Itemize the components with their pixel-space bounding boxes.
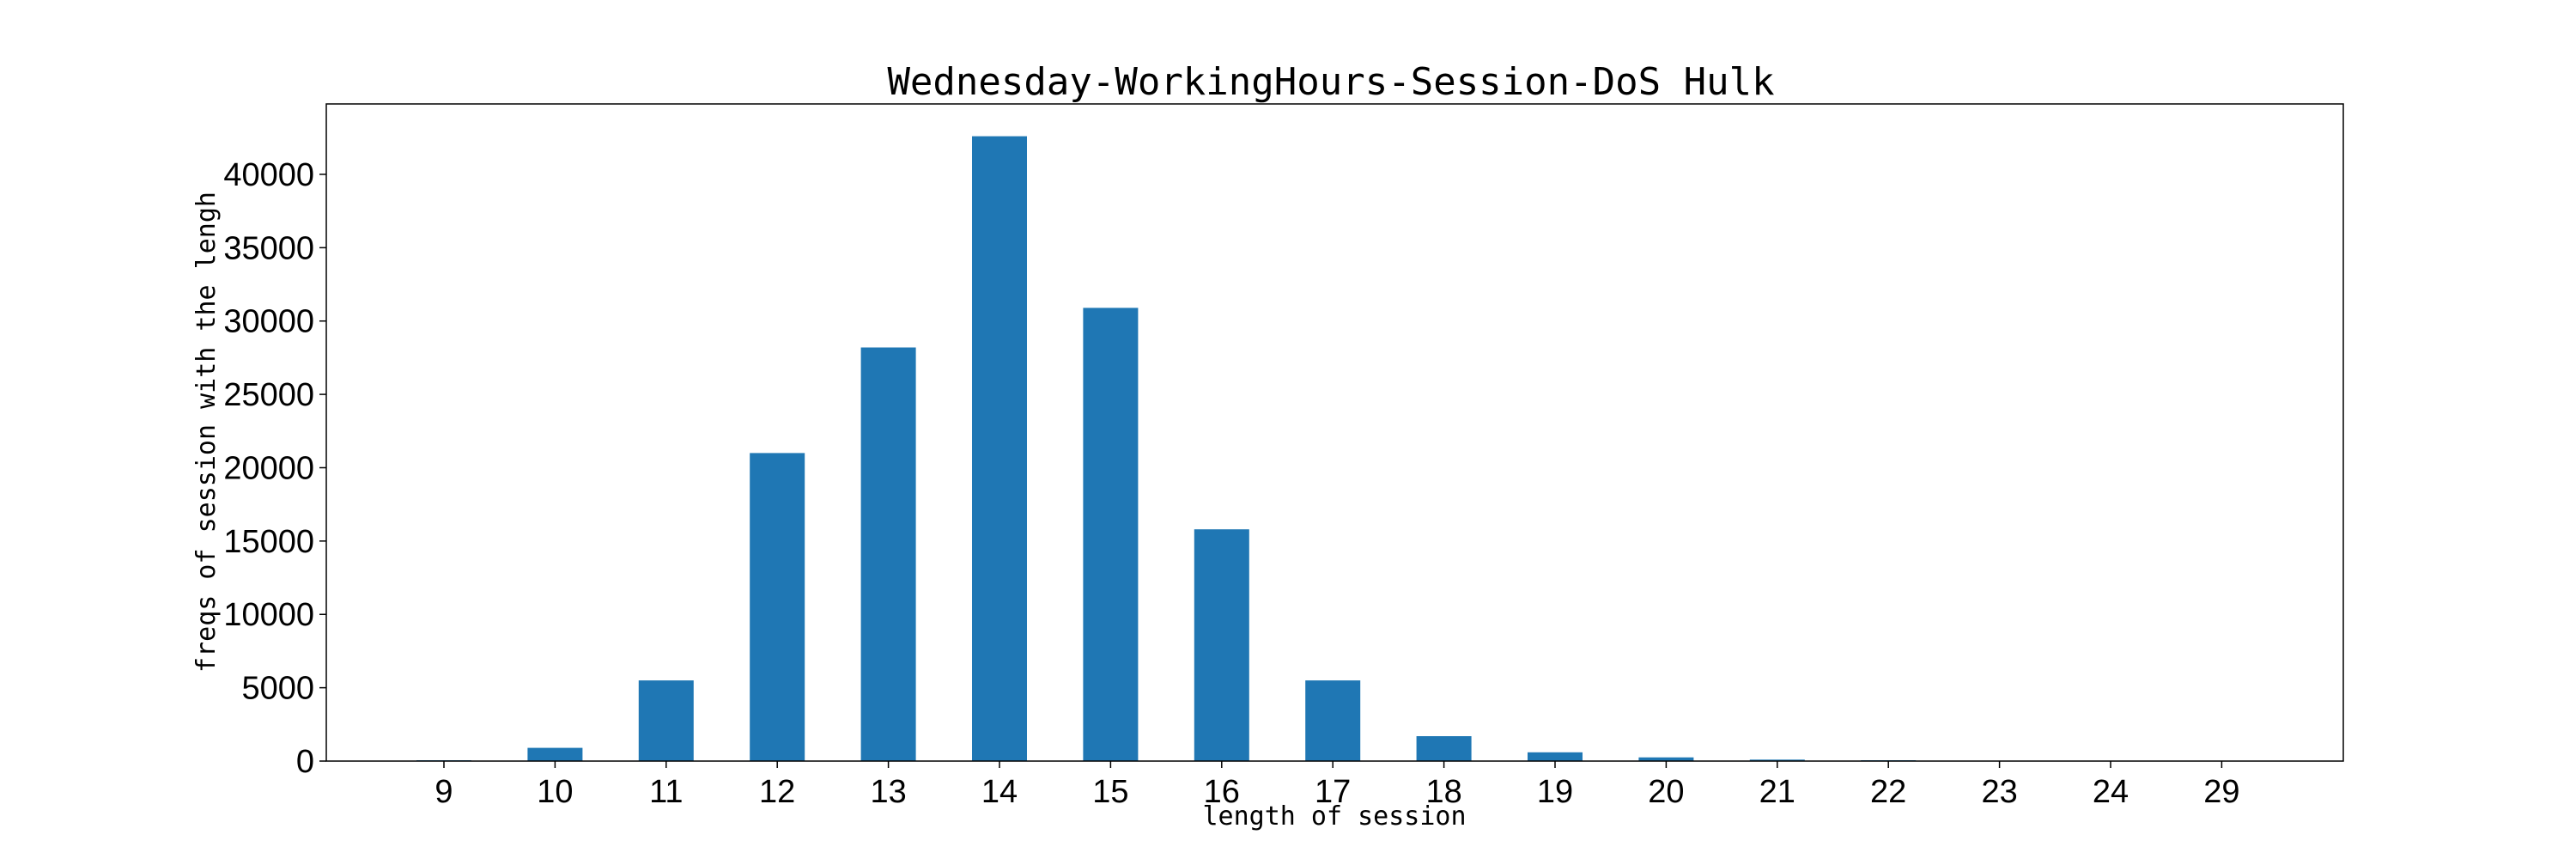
x-tick-label: 10: [537, 774, 573, 810]
bar-16: [1194, 529, 1249, 761]
x-tick-label: 29: [2203, 774, 2239, 810]
x-tick-label: 22: [1870, 774, 1906, 810]
y-tick-label: 30000: [223, 304, 314, 340]
bar-14: [972, 136, 1027, 762]
y-tick-label: 0: [296, 744, 314, 780]
y-tick-label: 25000: [223, 377, 314, 413]
plot-frame: [325, 103, 2344, 762]
y-axis-ticks: 0 5000 10000 15000 20000 25000 30000 35000 40000: [223, 157, 326, 780]
x-tick-label: 9: [434, 774, 453, 810]
x-tick-label: 12: [759, 774, 795, 810]
x-axis-label: length of session: [1202, 801, 1466, 832]
x-tick-label: 24: [2093, 774, 2129, 810]
x-tick-label: 19: [1537, 774, 1573, 810]
x-tick-label: 11: [649, 774, 683, 810]
bar-13: [860, 347, 916, 761]
bar-18: [1416, 736, 1472, 761]
x-tick-label: 16: [1204, 774, 1240, 810]
y-tick-label: 35000: [223, 230, 314, 266]
x-tick-label: 17: [1315, 774, 1351, 810]
chart-title: Wednesday-WorkingHours-Session-DoS Hulk: [887, 60, 1774, 104]
y-axis-label: freqs of session with the lengh: [191, 192, 222, 673]
bar-12: [750, 453, 805, 761]
x-tick-label: 15: [1092, 774, 1128, 810]
y-tick-label: 10000: [223, 597, 314, 633]
y-tick-label: 15000: [223, 524, 314, 560]
bar-20: [1638, 757, 1694, 761]
y-tick-label: 40000: [223, 157, 314, 193]
x-tick-label: 18: [1425, 774, 1461, 810]
bar-21: [1749, 759, 1805, 761]
bar-15: [1083, 308, 1139, 761]
x-tick-label: 23: [1981, 774, 2017, 810]
x-tick-label: 13: [870, 774, 906, 810]
bar-19: [1528, 752, 1583, 761]
y-tick-label: 5000: [241, 671, 314, 707]
bar-17: [1305, 680, 1361, 761]
bar-group: [416, 136, 2250, 762]
x-tick-label: 20: [1648, 774, 1684, 810]
y-tick-label: 20000: [223, 450, 314, 486]
bar-10: [527, 747, 583, 761]
x-tick-label: 21: [1759, 774, 1795, 810]
bar-11: [638, 680, 694, 761]
x-axis-ticks: 9 10 11 12 13 14 15 16 17 18 19 20 21 22 23 24 29: [434, 761, 2240, 810]
x-tick-label: 14: [981, 774, 1018, 810]
